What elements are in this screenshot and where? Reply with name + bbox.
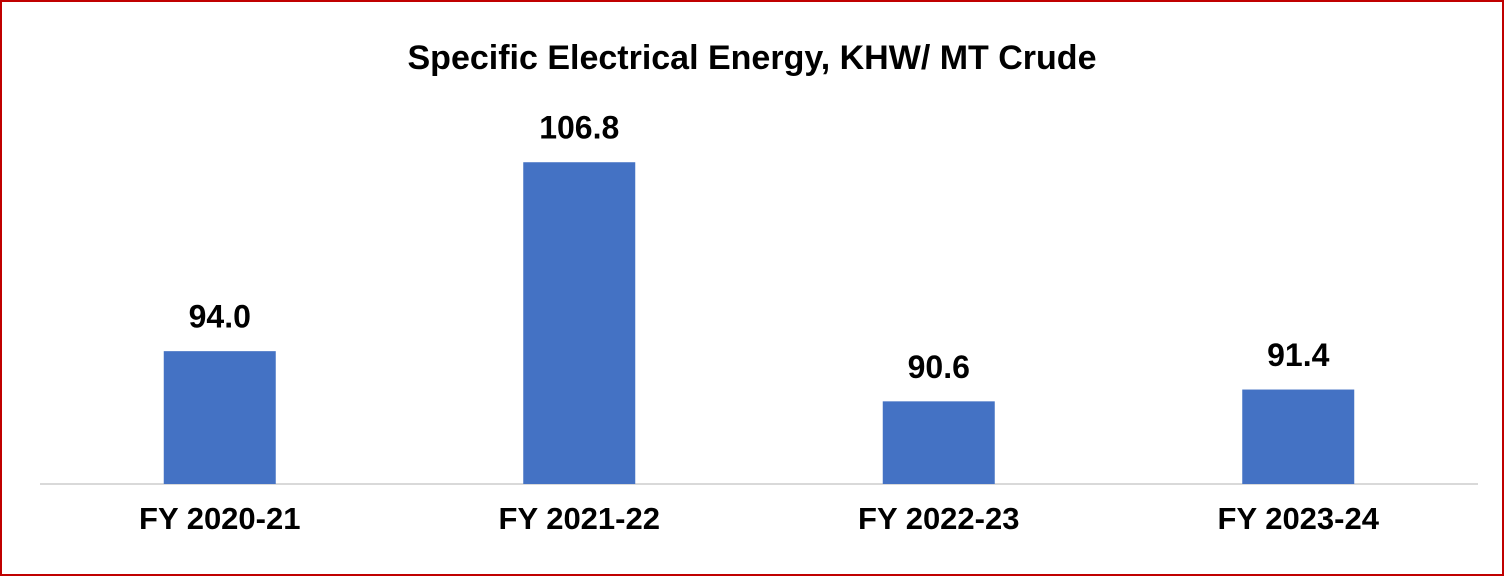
bar — [163, 351, 276, 484]
x-tick-label: FY 2022-23 — [858, 501, 1019, 536]
data-label: 106.8 — [539, 110, 619, 146]
bar — [1242, 389, 1355, 484]
bar — [523, 162, 636, 484]
data-label: 94.0 — [189, 299, 251, 335]
data-label: 91.4 — [1267, 337, 1329, 373]
x-tick-label: FY 2023-24 — [1218, 501, 1380, 536]
x-tick-label: FY 2020-21 — [139, 501, 300, 536]
bar — [882, 401, 995, 484]
x-tick-label: FY 2021-22 — [499, 501, 660, 536]
data-label: 90.6 — [908, 349, 970, 385]
chart-title: Specific Electrical Energy, KHW/ MT Crud… — [408, 39, 1097, 77]
